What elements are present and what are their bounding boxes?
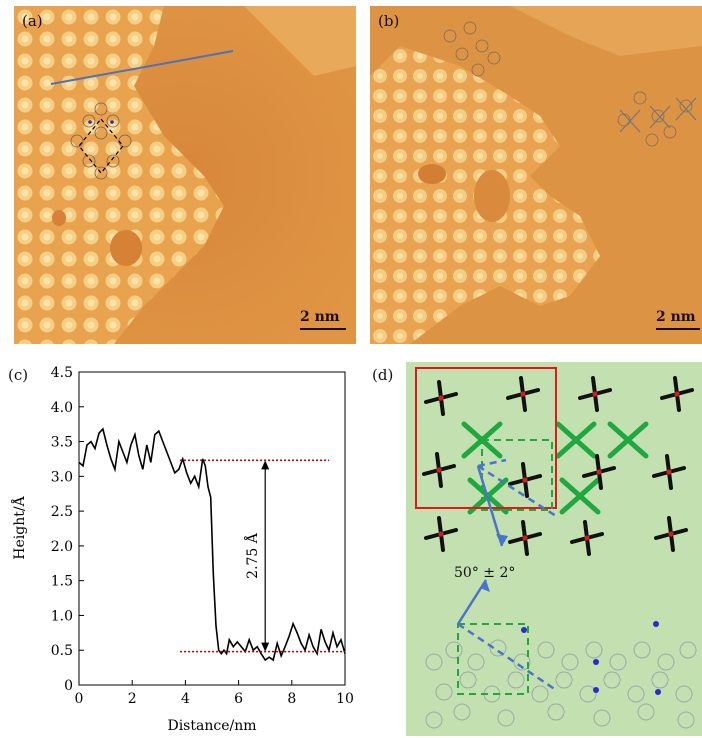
arrow-head-bottom: [261, 642, 270, 652]
y-tick-label-7: 3.5: [51, 435, 73, 451]
scalebar-label-b: 2 nm: [656, 309, 696, 325]
x-tick-label-4: 8: [287, 691, 296, 707]
height-profile-chart: 0 2 4 6 8 10 0 0.5 1.0 1.5 2.0 2.5 3.0 3.5 4.0 4.5 2.75…: [10, 365, 354, 734]
x-tick-label-1: 2: [128, 691, 137, 707]
x-axis-label: Distance/nm: [167, 718, 256, 734]
stm-image-b-graphic: [370, 6, 702, 344]
unit-cell-dashed-bottom: [457, 623, 529, 695]
angle-label: 50° ± 2°: [454, 565, 515, 581]
y-tick-label-6: 3.0: [51, 469, 73, 485]
y-tick-label-8: 4.0: [51, 400, 73, 416]
x-tick-label-5: 10: [336, 691, 354, 707]
x-tick-label-2: 4: [181, 691, 190, 707]
panel-label-d: (d): [372, 366, 394, 384]
scalebar-label-a: 2 nm: [300, 309, 340, 325]
y-tick-label-2: 1.0: [51, 608, 73, 624]
panel-label-a: (a): [22, 12, 43, 30]
x-tick-label-0: 0: [75, 691, 84, 707]
y-tick-label-5: 2.5: [51, 504, 73, 520]
y-tick-label-4: 2.0: [51, 539, 73, 555]
stm-image-a: (a) 2 nm: [14, 6, 356, 344]
stm-image-a-graphic: [14, 6, 356, 344]
molecular-model-d: 50° ± 2°: [406, 362, 702, 736]
y-tick-label-0: 0: [64, 678, 73, 694]
panel-label-c: (c): [8, 366, 29, 384]
panel-label-b: (b): [378, 12, 400, 30]
y-axis-label: Height/Å: [10, 495, 28, 559]
scalebar-a: [300, 328, 346, 330]
plot-area-frame: [78, 371, 346, 686]
molecular-structure-model: [425, 639, 697, 729]
height-profile-line: [78, 427, 346, 662]
arrow-head-top: [261, 460, 270, 470]
unit-cell-square: [415, 367, 557, 509]
y-tick-label-1: 0.5: [51, 643, 73, 659]
y-tick-label-9: 4.5: [51, 365, 73, 381]
x-tick-label-3: 6: [234, 691, 243, 707]
scalebar-b: [656, 328, 700, 330]
y-tick-label-3: 1.5: [51, 574, 73, 590]
stm-image-b: (b) 2 nm: [370, 6, 702, 344]
step-height-label: 2.75 Å: [243, 532, 261, 579]
